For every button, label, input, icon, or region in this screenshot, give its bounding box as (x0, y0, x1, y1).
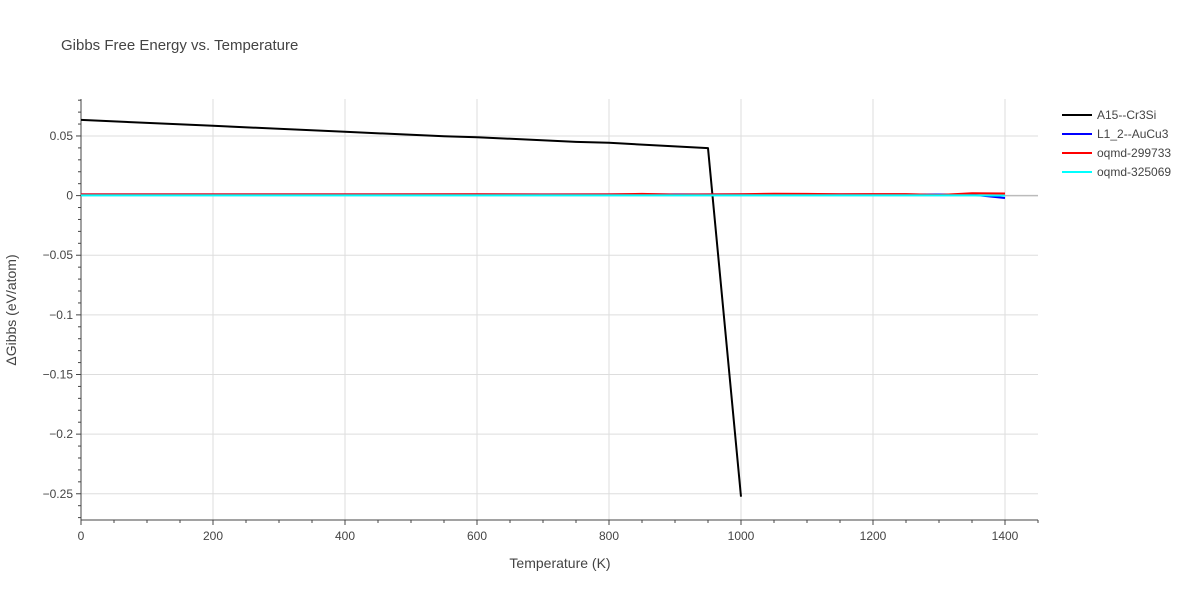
legend-label: A15--Cr3Si (1097, 108, 1156, 122)
legend-item[interactable]: A15--Cr3Si (1062, 108, 1156, 122)
legend-label: oqmd-325069 (1097, 165, 1171, 179)
y-tick-label: −0.15 (43, 367, 74, 381)
x-axis-label: Temperature (K) (509, 555, 610, 571)
x-tick-label: 1200 (860, 529, 887, 543)
x-tick-label: 1000 (728, 529, 755, 543)
y-tick-label: −0.1 (49, 308, 73, 322)
x-tick-label: 800 (599, 529, 619, 543)
y-tick-label: −0.25 (43, 487, 74, 501)
chart-title: Gibbs Free Energy vs. Temperature (61, 37, 298, 54)
x-tick-label: 600 (467, 529, 487, 543)
y-tick-label: 0 (66, 189, 73, 203)
series-line-a15-cr3si (80, 118, 742, 497)
x-tick-label: 1400 (992, 529, 1019, 543)
legend-item[interactable]: oqmd-325069 (1062, 165, 1171, 179)
axes: 0 200 400 600 800 1000 1200 1400 0.05 0 −0.05 −0.1 −… (43, 99, 1039, 543)
series-lines (80, 118, 1006, 497)
y-tick-label: 0.05 (50, 129, 74, 143)
y-tick-label: −0.2 (49, 427, 73, 441)
x-tick-label: 400 (335, 529, 355, 543)
y-axis-label: ΔGibbs (eV/atom) (3, 254, 19, 365)
legend-label: L1_2--AuCu3 (1097, 127, 1169, 141)
x-tick-label: 0 (78, 529, 85, 543)
legend-item[interactable]: L1_2--AuCu3 (1062, 127, 1169, 141)
legend-label: oqmd-299733 (1097, 146, 1171, 160)
legend[interactable]: A15--Cr3Si L1_2--AuCu3 oqmd-299733 oqmd-325… (1062, 108, 1171, 179)
y-tick-label: −0.05 (43, 248, 74, 262)
x-tick-label: 200 (203, 529, 223, 543)
legend-item[interactable]: oqmd-299733 (1062, 146, 1171, 160)
